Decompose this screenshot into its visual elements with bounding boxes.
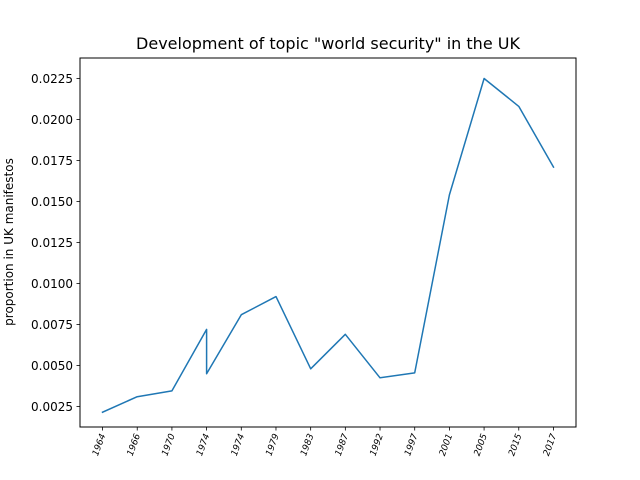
x-tick-label: 1964 xyxy=(91,432,108,457)
plot-area: 0.0025 0.0050 0.0075 0.0100 0.0125 0.0150 0.01… xyxy=(31,72,559,458)
y-tick-label: 0.0025 xyxy=(31,400,73,414)
x-tick-label: 2005 xyxy=(473,432,490,457)
series-line xyxy=(101,77,555,414)
plot-frame xyxy=(79,57,577,428)
y-tick-label: 0.0100 xyxy=(31,277,73,291)
y-tick-label: 0.0050 xyxy=(31,359,73,373)
y-tick-label: 0.0225 xyxy=(31,72,73,86)
x-tick-label: 1987 xyxy=(334,432,351,457)
x-tick-label: 1966 xyxy=(126,432,143,457)
x-tick-label: 2001 xyxy=(438,433,455,458)
y-tick-label: 0.0150 xyxy=(31,195,73,209)
y-axis-label: proportion in UK manifestos xyxy=(2,158,16,326)
x-tick-label: 1970 xyxy=(161,432,178,457)
y-tick-label: 0.0075 xyxy=(31,318,73,332)
x-tick-label: 1992 xyxy=(369,432,386,457)
x-tick-label: 1974 xyxy=(230,432,247,457)
y-tick-label: 0.0175 xyxy=(31,154,73,168)
x-tick-label: 1983 xyxy=(299,432,316,457)
x-tick-label: 1979 xyxy=(265,432,282,457)
x-tick-label: 1997 xyxy=(403,432,420,457)
y-tick-label: 0.0200 xyxy=(31,113,73,127)
x-tick-label: 2017 xyxy=(542,432,559,457)
x-tick-label: 2015 xyxy=(507,432,524,457)
x-tick-label: 1974 xyxy=(195,432,212,457)
chart-title: Development of topic "world security" in… xyxy=(136,34,520,53)
y-tick-label: 0.0125 xyxy=(31,236,73,250)
